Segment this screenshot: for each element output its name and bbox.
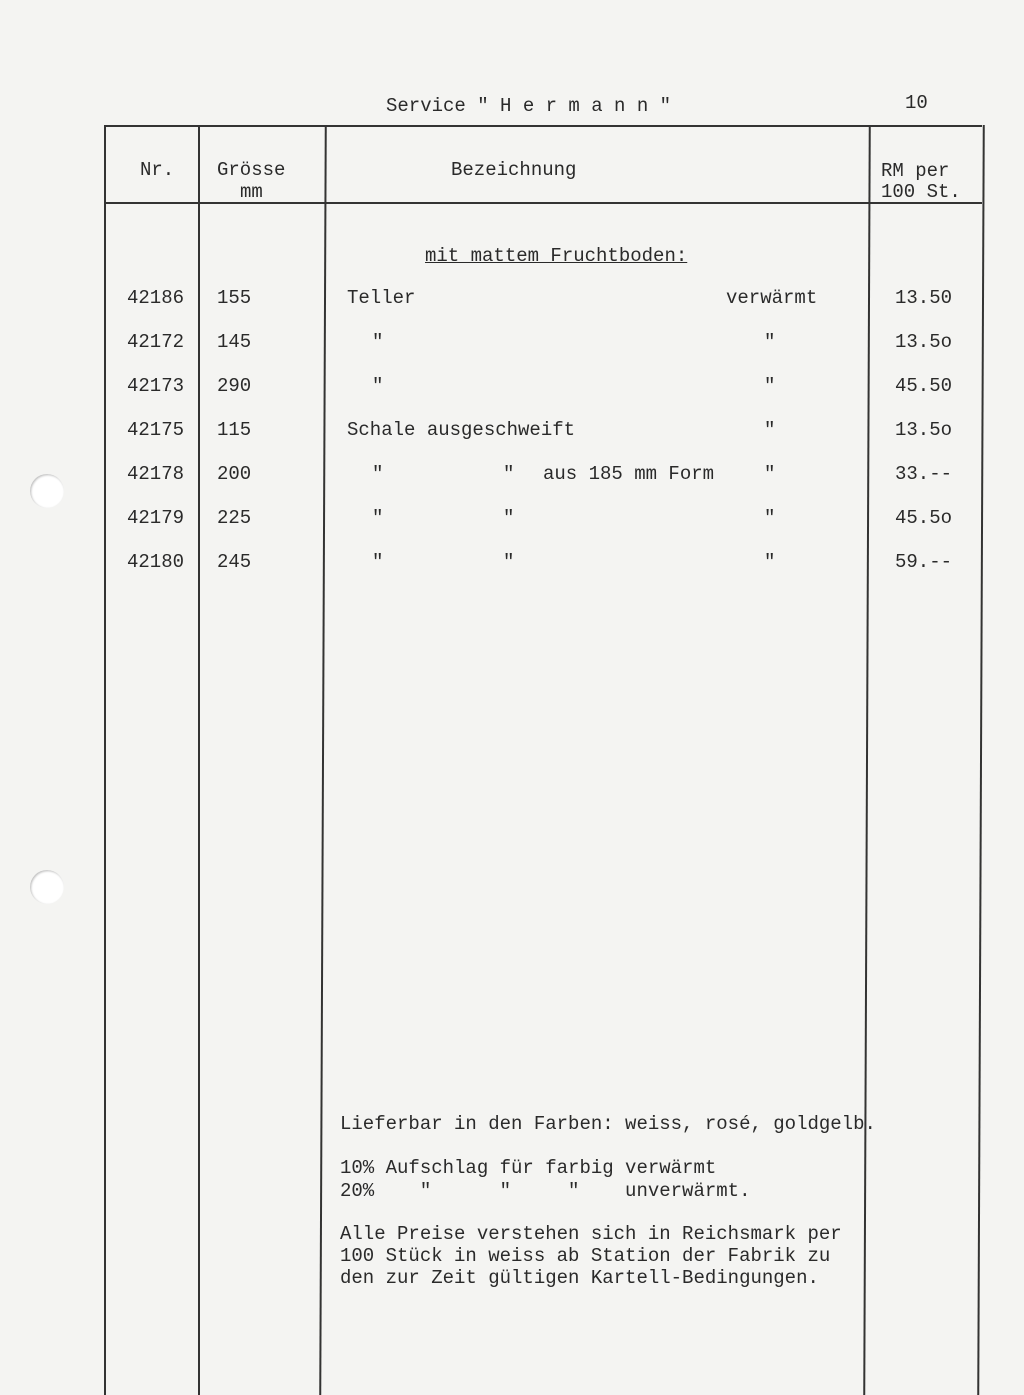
note-prices-line2: 100 Stück in weiss ab Station der Fabrik… — [340, 1245, 831, 1267]
item-price: 33.-- — [895, 463, 953, 485]
item-note: " — [764, 463, 776, 485]
item-description: " — [372, 507, 384, 529]
item-note: " — [764, 419, 776, 441]
item-size: 225 — [217, 507, 252, 529]
header-bottom-rule — [104, 202, 982, 204]
column-header-bezeichnung: Bezeichnung — [451, 159, 577, 181]
item-price: 13.5o — [895, 419, 953, 441]
item-price: 13.5o — [895, 331, 953, 353]
column-divider — [198, 125, 200, 1395]
item-number: 42172 — [127, 331, 185, 353]
item-number: 42186 — [127, 287, 185, 309]
note-prices-line1: Alle Preise verstehen sich in Reichsmark… — [340, 1223, 842, 1245]
item-description: Schale ausgeschweift — [347, 419, 576, 441]
item-number: 42175 — [127, 419, 185, 441]
item-size: 245 — [217, 551, 252, 573]
item-price: 13.50 — [895, 287, 953, 309]
column-header-groesse: Grösse — [217, 159, 286, 181]
item-description: " — [372, 331, 384, 353]
page-number: 10 — [905, 92, 928, 114]
column-divider — [863, 125, 871, 1395]
item-description-ditto: " — [503, 507, 515, 529]
item-number: 42178 — [127, 463, 185, 485]
column-divider — [319, 125, 327, 1395]
item-number: 42180 — [127, 551, 185, 573]
item-description-extra: aus 185 mm Form — [543, 463, 715, 485]
item-note: " — [764, 551, 776, 573]
column-header-groesse-unit: mm — [240, 181, 263, 203]
note-colors: Lieferbar in den Farben: weiss, rosé, go… — [340, 1113, 876, 1135]
note-surcharge-1: 10% Aufschlag für farbig verwärmt — [340, 1157, 717, 1179]
item-number: 42173 — [127, 375, 185, 397]
note-surcharge-2: 20% " " " unverwärmt. — [340, 1180, 751, 1202]
item-description: " — [372, 551, 384, 573]
item-size: 290 — [217, 375, 252, 397]
item-note: " — [764, 507, 776, 529]
item-note: verwärmt — [726, 287, 818, 309]
item-size: 145 — [217, 331, 252, 353]
item-description-ditto: " — [503, 463, 515, 485]
item-size: 155 — [217, 287, 252, 309]
column-divider — [104, 125, 106, 1395]
punch-hole-bottom — [30, 870, 64, 904]
column-header-price-line2: 100 St. — [881, 181, 961, 203]
item-description: " — [372, 463, 384, 485]
item-description: " — [372, 375, 384, 397]
item-note: " — [764, 375, 776, 397]
note-prices-line3: den zur Zeit gültigen Kartell-Bedingunge… — [340, 1267, 819, 1289]
item-price: 45.50 — [895, 375, 953, 397]
item-price: 45.5o — [895, 507, 953, 529]
punch-hole-top — [30, 474, 64, 508]
table-top-rule — [104, 125, 982, 127]
item-number: 42179 — [127, 507, 185, 529]
item-note: " — [764, 331, 776, 353]
item-description: Teller — [347, 287, 416, 309]
column-divider — [977, 125, 985, 1395]
item-price: 59.-- — [895, 551, 953, 573]
document-title: Service " H e r m a n n " — [386, 95, 672, 117]
column-header-price-line1: RM per — [881, 160, 950, 182]
item-description-ditto: " — [503, 551, 515, 573]
item-size: 200 — [217, 463, 252, 485]
column-header-nr: Nr. — [140, 159, 175, 181]
item-size: 115 — [217, 419, 252, 441]
section-heading: mit mattem Fruchtboden: — [425, 245, 688, 267]
